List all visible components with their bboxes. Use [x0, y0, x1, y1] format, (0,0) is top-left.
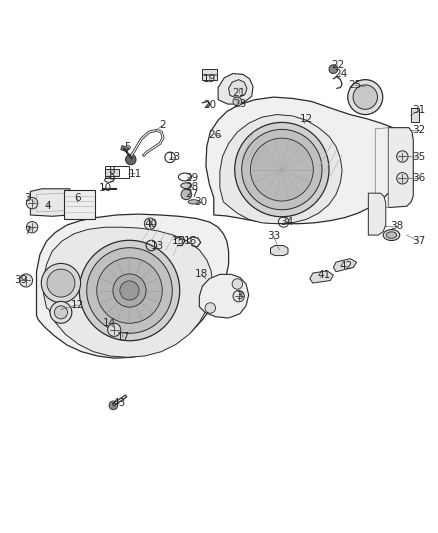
Text: 28: 28 [185, 182, 198, 192]
Circle shape [87, 248, 172, 333]
Circle shape [397, 151, 408, 162]
Text: 4: 4 [45, 201, 51, 211]
Text: 17: 17 [117, 332, 130, 342]
Text: 37: 37 [412, 236, 426, 246]
PathPatch shape [310, 271, 333, 283]
Circle shape [329, 65, 338, 74]
Text: 27: 27 [185, 189, 198, 199]
Circle shape [47, 269, 75, 297]
Text: 18: 18 [195, 269, 208, 279]
PathPatch shape [199, 274, 249, 318]
Circle shape [26, 198, 38, 209]
Text: 13: 13 [150, 240, 164, 251]
Text: 8: 8 [109, 166, 115, 176]
Text: 43: 43 [113, 398, 126, 408]
Text: 3: 3 [237, 291, 243, 301]
Circle shape [205, 303, 215, 313]
Text: 14: 14 [102, 318, 116, 328]
Text: 24: 24 [334, 69, 347, 78]
Text: 7: 7 [25, 225, 31, 236]
Text: 11: 11 [128, 168, 142, 179]
Ellipse shape [188, 200, 199, 204]
Text: 40: 40 [145, 219, 158, 229]
Circle shape [54, 306, 67, 319]
Text: 25: 25 [349, 80, 362, 90]
Text: 31: 31 [412, 105, 426, 115]
Circle shape [242, 130, 322, 210]
Circle shape [233, 290, 244, 302]
Circle shape [19, 274, 32, 287]
Text: 16: 16 [184, 236, 197, 246]
PathPatch shape [271, 246, 288, 256]
Circle shape [120, 281, 139, 300]
Circle shape [113, 274, 146, 307]
Ellipse shape [386, 232, 397, 238]
PathPatch shape [229, 79, 247, 97]
Text: 3: 3 [25, 192, 31, 203]
Text: 21: 21 [232, 88, 245, 98]
Text: 29: 29 [185, 173, 198, 183]
Text: 30: 30 [194, 197, 207, 207]
Ellipse shape [383, 230, 400, 240]
Bar [121, 146, 129, 151]
Circle shape [97, 258, 162, 323]
Text: 12: 12 [300, 114, 313, 124]
Circle shape [109, 401, 118, 410]
Ellipse shape [181, 183, 192, 189]
Text: 15: 15 [172, 236, 185, 246]
Text: 19: 19 [203, 74, 216, 84]
Circle shape [41, 263, 81, 303]
Text: 12: 12 [71, 300, 84, 310]
Bar [105, 169, 119, 176]
Text: 33: 33 [267, 231, 280, 241]
Circle shape [232, 279, 243, 289]
Circle shape [233, 97, 242, 106]
Circle shape [251, 138, 313, 201]
Circle shape [397, 173, 408, 184]
PathPatch shape [218, 74, 253, 104]
Circle shape [235, 123, 329, 217]
Text: 41: 41 [317, 270, 330, 280]
Circle shape [348, 79, 383, 115]
Text: 35: 35 [412, 152, 426, 163]
Bar [201, 69, 217, 79]
Text: 20: 20 [203, 100, 216, 110]
Text: 39: 39 [14, 276, 27, 286]
Circle shape [26, 222, 38, 233]
Text: 5: 5 [124, 142, 131, 152]
Bar [105, 166, 129, 179]
Text: 10: 10 [99, 183, 112, 193]
Text: 42: 42 [339, 261, 352, 271]
Circle shape [353, 85, 378, 109]
Text: 38: 38 [391, 221, 404, 231]
PathPatch shape [368, 193, 386, 235]
Circle shape [108, 323, 121, 336]
PathPatch shape [43, 227, 212, 357]
Text: 32: 32 [412, 125, 426, 135]
Text: 13: 13 [168, 152, 181, 163]
Text: 2: 2 [159, 120, 166, 131]
PathPatch shape [220, 115, 342, 224]
Circle shape [50, 302, 72, 323]
Circle shape [79, 240, 180, 341]
Text: 36: 36 [412, 173, 426, 183]
Circle shape [181, 189, 191, 200]
Circle shape [126, 154, 136, 165]
PathPatch shape [30, 189, 71, 216]
PathPatch shape [206, 97, 408, 224]
Text: 26: 26 [208, 130, 221, 140]
Bar [64, 190, 95, 220]
Text: 6: 6 [74, 192, 81, 203]
PathPatch shape [36, 214, 229, 358]
PathPatch shape [333, 259, 357, 272]
Bar [411, 108, 419, 123]
Text: 23: 23 [233, 99, 247, 109]
Circle shape [145, 218, 155, 229]
PathPatch shape [389, 128, 413, 207]
Text: 22: 22 [331, 60, 344, 70]
Text: 9: 9 [109, 174, 115, 184]
Text: 34: 34 [280, 217, 293, 227]
